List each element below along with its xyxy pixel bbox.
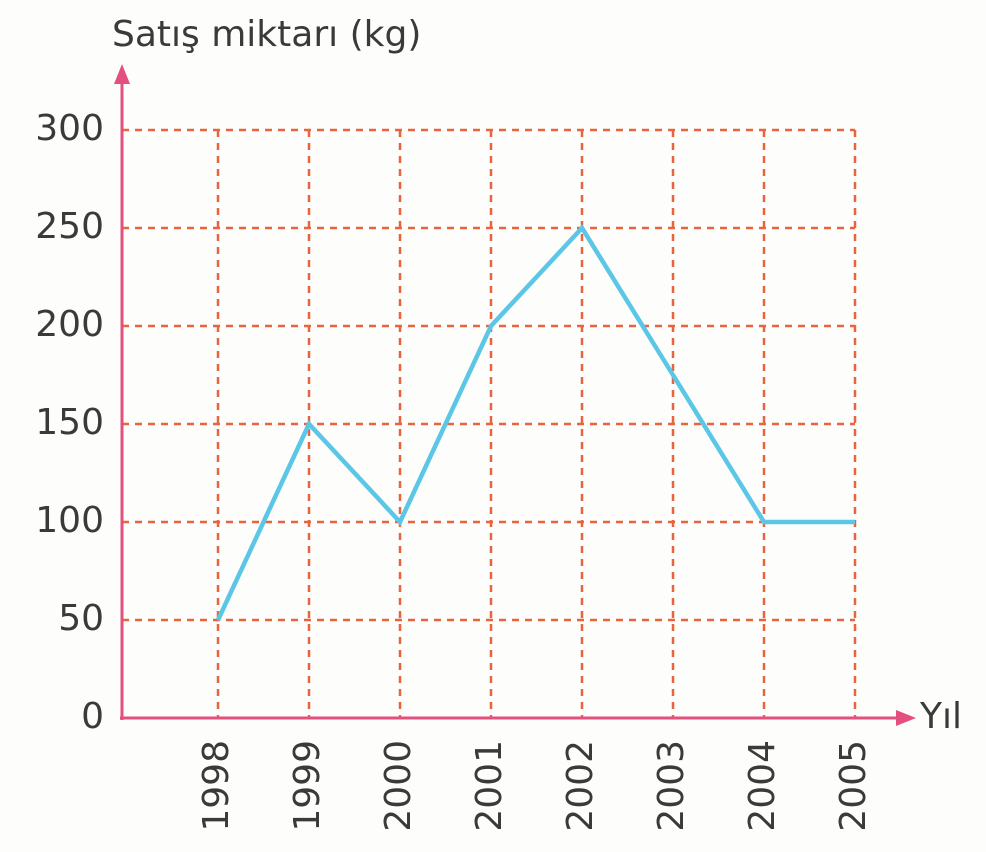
x-axis-arrow: [896, 710, 916, 726]
y-tick-label: 100: [35, 500, 104, 541]
y-tick-label: 150: [35, 402, 104, 443]
x-tick-label: 2002: [560, 740, 601, 832]
x-tick-label: 2000: [378, 740, 419, 832]
axes: [114, 64, 916, 726]
y-tick-label: 0: [81, 696, 104, 737]
y-tick-label: 200: [35, 304, 104, 345]
x-tick-label: 2004: [742, 740, 783, 832]
x-tick-label: 2003: [651, 740, 692, 832]
x-tick-label: 2005: [833, 740, 874, 832]
y-tick-label: 300: [35, 108, 104, 149]
x-axis-label: Yıl: [919, 696, 962, 737]
data-line: [215, 224, 855, 621]
x-tick-label: 1999: [287, 740, 328, 832]
x-tick-label: 1998: [196, 740, 237, 832]
y-tick-label: 250: [35, 206, 104, 247]
y-axis-label: Satış miktarı (kg): [112, 14, 421, 55]
y-axis-arrow: [114, 64, 130, 84]
y-tick-label: 50: [58, 598, 104, 639]
x-tick-label: 2001: [469, 740, 510, 832]
